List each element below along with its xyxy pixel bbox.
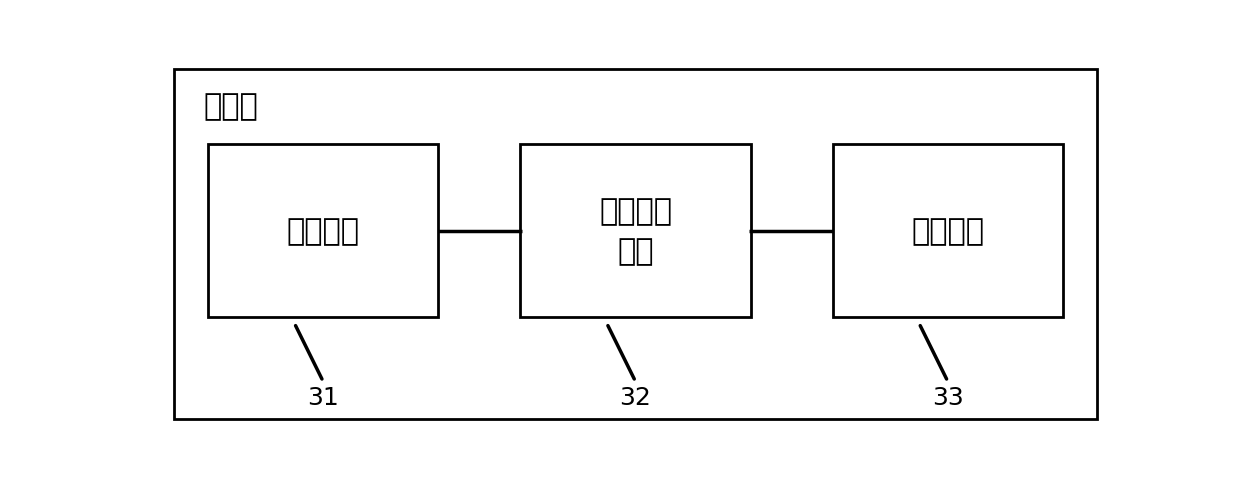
Text: 罚金确定
单元: 罚金确定 单元 — [599, 197, 672, 266]
Text: 计费单元: 计费单元 — [911, 217, 985, 246]
Bar — [521, 145, 751, 318]
Text: 控制器: 控制器 — [203, 92, 258, 122]
Bar — [208, 145, 439, 318]
Text: 31: 31 — [308, 385, 339, 409]
Text: 32: 32 — [620, 385, 651, 409]
Text: 检测单元: 检测单元 — [286, 217, 360, 246]
Bar — [832, 145, 1063, 318]
Text: 33: 33 — [932, 385, 963, 409]
